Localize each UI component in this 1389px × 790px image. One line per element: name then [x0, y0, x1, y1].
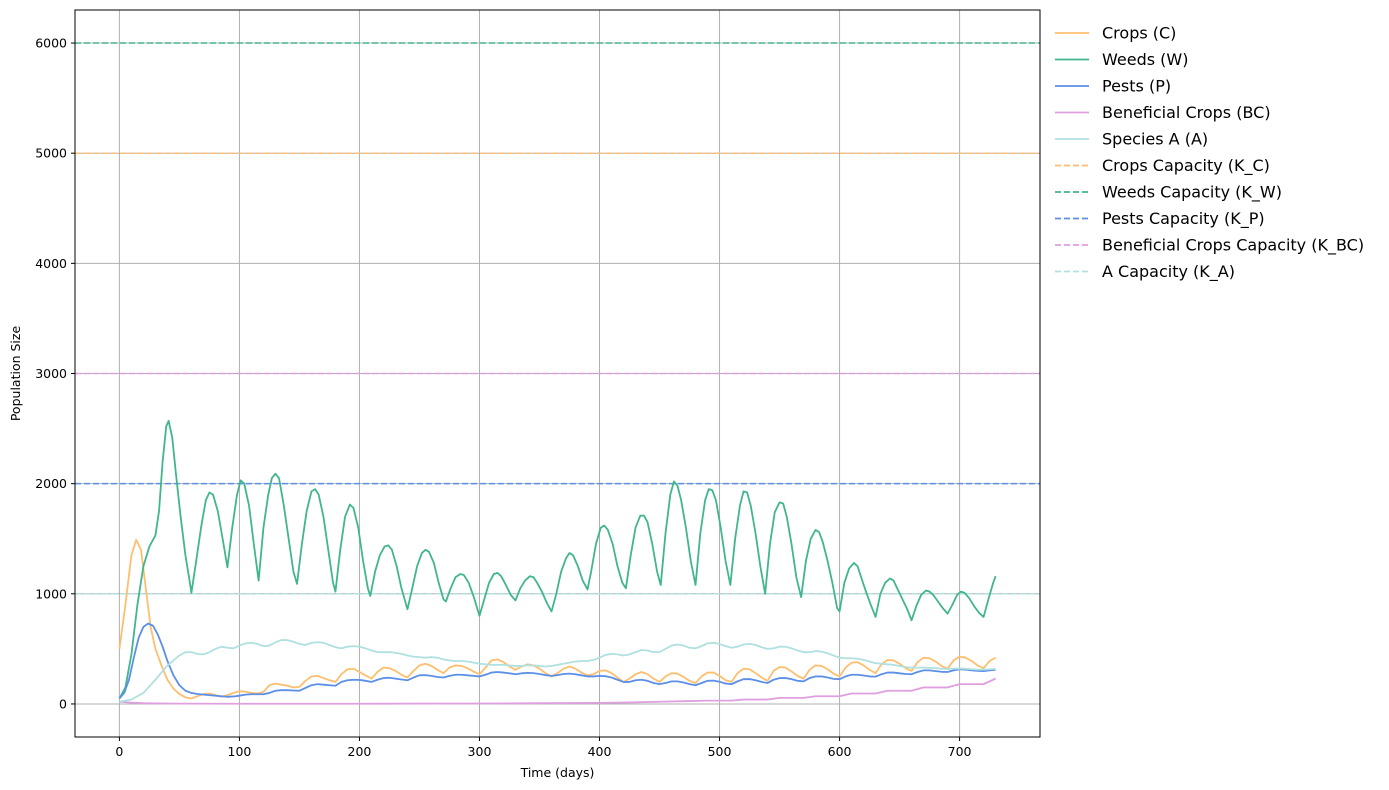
- legend-label: Crops (C): [1102, 24, 1176, 43]
- legend-label: Crops Capacity (K_C): [1102, 156, 1270, 176]
- y-tick-label: 0: [59, 696, 67, 711]
- x-tick-label: 100: [228, 744, 252, 759]
- x-tick-label: 200: [348, 744, 372, 759]
- y-tick-label: 1000: [35, 586, 67, 601]
- legend-label: Pests Capacity (K_P): [1102, 209, 1265, 229]
- legend: Crops (C) Weeds (W) Pests (P) Beneficial Cr…: [1055, 24, 1364, 282]
- x-tick-label: 700: [948, 744, 972, 759]
- y-tick-label: 3000: [35, 366, 67, 381]
- series-lines: [118, 419, 997, 705]
- x-axis-title: Time (days): [520, 765, 595, 780]
- legend-label: A Capacity (K_A): [1102, 262, 1235, 282]
- x-tick-label: 0: [115, 744, 123, 759]
- x-tick-label: 500: [708, 744, 732, 759]
- legend-label: Pests (P): [1102, 77, 1171, 96]
- series-line-weeds-w: [118, 419, 997, 699]
- x-tick-label: 300: [468, 744, 492, 759]
- legend-label: Species A (A): [1102, 130, 1208, 149]
- legend-label: Beneficial Crops (BC): [1102, 103, 1271, 122]
- y-tick-label: 2000: [35, 476, 67, 491]
- legend-label: Weeds Capacity (K_W): [1102, 183, 1282, 203]
- legend-label: Weeds (W): [1102, 50, 1188, 69]
- capacity-lines: [75, 42, 1040, 595]
- axis-ticks: 0 100 200 300 400 500 600 700 0 1000 2000 3000 4000 5…: [35, 36, 971, 759]
- y-tick-label: 4000: [35, 256, 67, 271]
- series-line-pests-p: [118, 622, 996, 700]
- x-tick-label: 400: [588, 744, 612, 759]
- y-axis-title: Population Size: [8, 326, 23, 422]
- x-tick-label: 600: [828, 744, 852, 759]
- series-line-beneficial-crops-bc: [119, 677, 996, 705]
- legend-label: Beneficial Crops Capacity (K_BC): [1102, 236, 1364, 256]
- y-tick-label: 5000: [35, 146, 67, 161]
- series-line-species-a-a: [119, 639, 996, 703]
- y-tick-label: 6000: [35, 36, 67, 51]
